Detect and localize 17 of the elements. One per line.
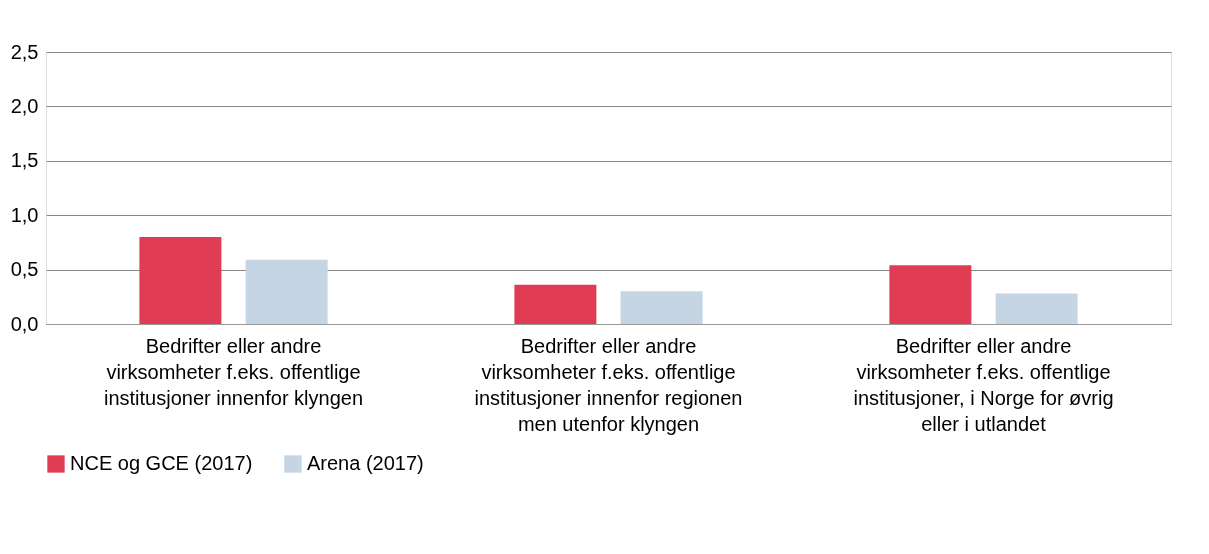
y-tick-label: 2,5 xyxy=(10,40,39,63)
y-tick-label: 0,5 xyxy=(10,258,39,281)
legend-label: NCE og GCE (2017) xyxy=(70,452,253,474)
y-tick-label: 0,0 xyxy=(10,312,39,335)
x-tick-label: Bedrifter eller andre virksomheter f.eks. offentlige institusjoner innenfor klyngen xyxy=(103,334,364,409)
x-tick-label: Bedrifter eller andre virksomheter f.eks. offentlige institusjoner innenfor regionen men utenfor klyngen xyxy=(474,334,743,435)
bar xyxy=(245,259,328,324)
legend-label: Arena (2017) xyxy=(307,452,424,474)
bar xyxy=(514,284,597,324)
y-tick-label: 1,5 xyxy=(10,149,39,172)
bar xyxy=(889,265,972,324)
y-tick-label: 1,0 xyxy=(10,203,39,226)
bar xyxy=(139,236,222,324)
bar xyxy=(620,291,703,324)
y-tick-label: 2,0 xyxy=(10,94,39,117)
x-tick-label: Bedrifter eller andre virksomheter f.eks. offentlige institusjoner, i Norge for øvrig eller i utlandet xyxy=(853,334,1114,435)
bar xyxy=(995,293,1078,324)
